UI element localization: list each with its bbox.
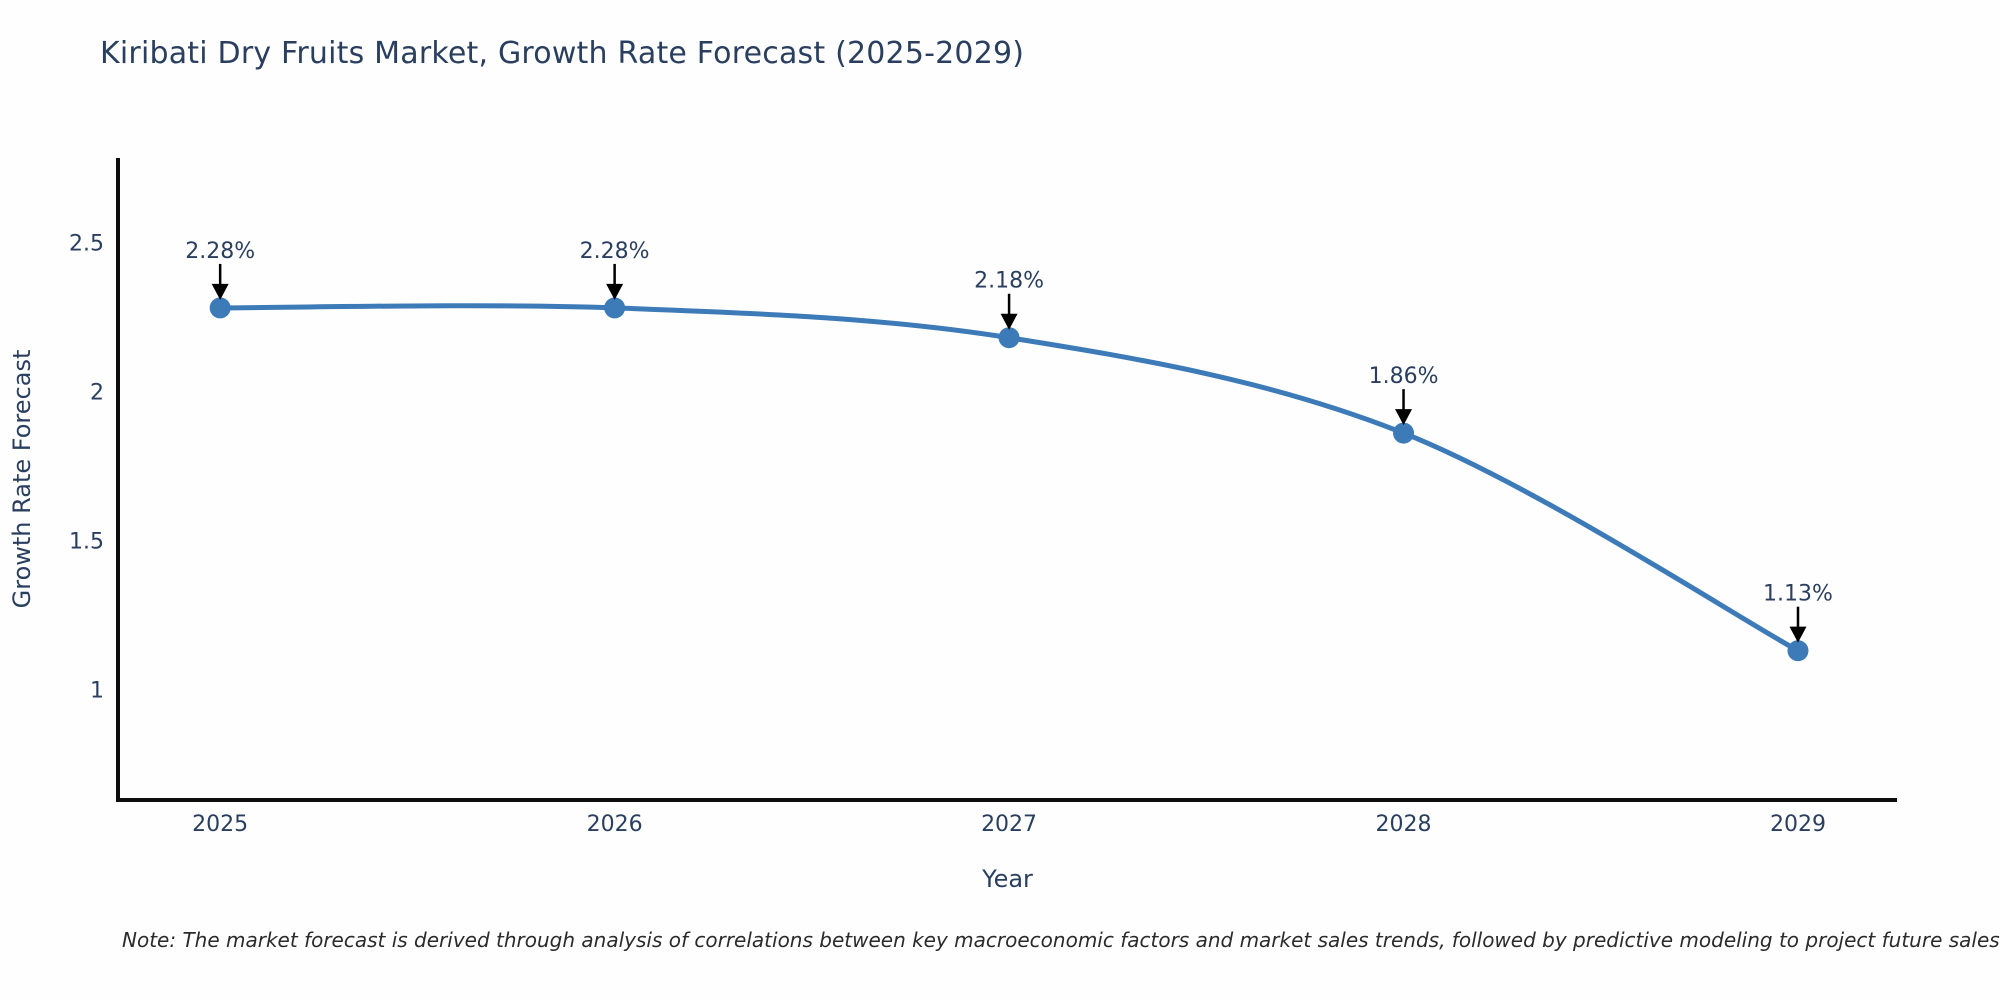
x-tick-label: 2026: [587, 812, 643, 837]
axis-lines: [116, 158, 1897, 802]
footnote: Note: The market forecast is derived thr…: [122, 928, 2000, 952]
y-tick-label: 2.5: [69, 231, 104, 256]
point-value-label: 1.13%: [1763, 582, 1833, 607]
point-value-label: 1.86%: [1369, 364, 1439, 389]
y-tick-label: 1: [90, 678, 104, 703]
data-point: [209, 297, 231, 319]
chart-title: Kiribati Dry Fruits Market, Growth Rate …: [100, 36, 1025, 71]
x-tick-label: 2029: [1770, 812, 1826, 837]
x-axis-title: Year: [981, 865, 1033, 893]
annotation-arrowhead: [1395, 409, 1413, 426]
y-axis-title: Growth Rate Forecast: [8, 350, 36, 609]
point-value-label: 2.18%: [974, 269, 1044, 294]
data-point: [604, 297, 626, 319]
annotation-arrowhead: [606, 283, 624, 300]
forecast-line: [217, 303, 1801, 654]
annotation-arrowhead: [1000, 313, 1018, 330]
point-value-label: 2.28%: [185, 239, 255, 264]
data-point: [998, 327, 1020, 349]
annotation-arrowhead: [211, 283, 229, 300]
annotation-arrowhead: [1789, 626, 1807, 643]
data-point: [1787, 640, 1809, 662]
y-tick-label: 1.5: [69, 529, 104, 554]
x-tick-label: 2027: [981, 812, 1037, 837]
x-tick-label: 2028: [1376, 812, 1432, 837]
x-tick-label: 2025: [192, 812, 248, 837]
y-tick-label: 2: [90, 380, 104, 405]
data-point: [1393, 422, 1415, 444]
point-value-label: 2.28%: [580, 239, 650, 264]
